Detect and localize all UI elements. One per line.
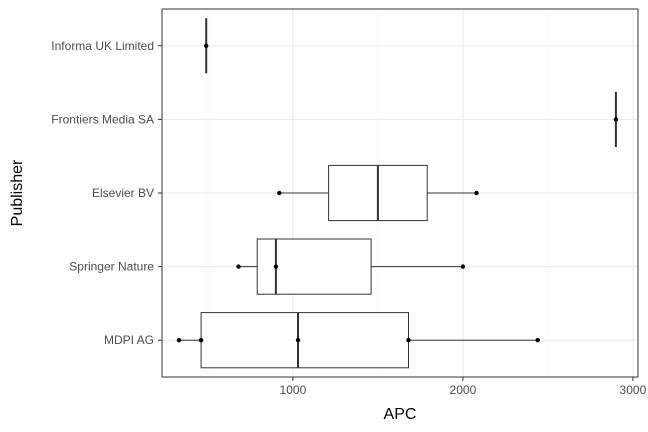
data-point [613, 117, 619, 122]
data-point [198, 338, 204, 343]
y-axis-title: Publisher [9, 159, 26, 226]
data-point [474, 190, 479, 196]
data-point [460, 264, 466, 269]
data-point [236, 264, 241, 269]
data-point [295, 338, 301, 343]
y-tick-label: Springer Nature [69, 260, 154, 274]
box-informa-uk-limited [204, 18, 209, 74]
axes: 1000 2000 3000 MDPI AG Springer Nature Elsevi… [51, 39, 646, 397]
box-elsevier-bv [277, 164, 479, 222]
x-tick-label: 2000 [450, 383, 477, 397]
data-point [277, 190, 282, 196]
y-tick-label: Frontiers Media SA [51, 112, 154, 126]
data-point [204, 43, 209, 48]
x-tick-label: 1000 [280, 383, 307, 397]
y-tick-label: Informa UK Limited [51, 39, 154, 53]
x-axis-title: APC [384, 406, 417, 423]
y-tick-label: Elsevier BV [92, 186, 154, 200]
box-mdpi-ag [176, 312, 540, 369]
data-point [406, 338, 411, 343]
y-tick-label: MDPI AG [104, 333, 154, 347]
data-point [273, 264, 279, 269]
data-point [176, 338, 182, 343]
box-springer-nature [236, 238, 466, 295]
x-tick-label: 3000 [620, 383, 647, 397]
box-frontiers-media-sa [613, 91, 619, 147]
box-iqr [200, 312, 409, 369]
box-plots [176, 18, 619, 369]
data-point [535, 338, 540, 343]
